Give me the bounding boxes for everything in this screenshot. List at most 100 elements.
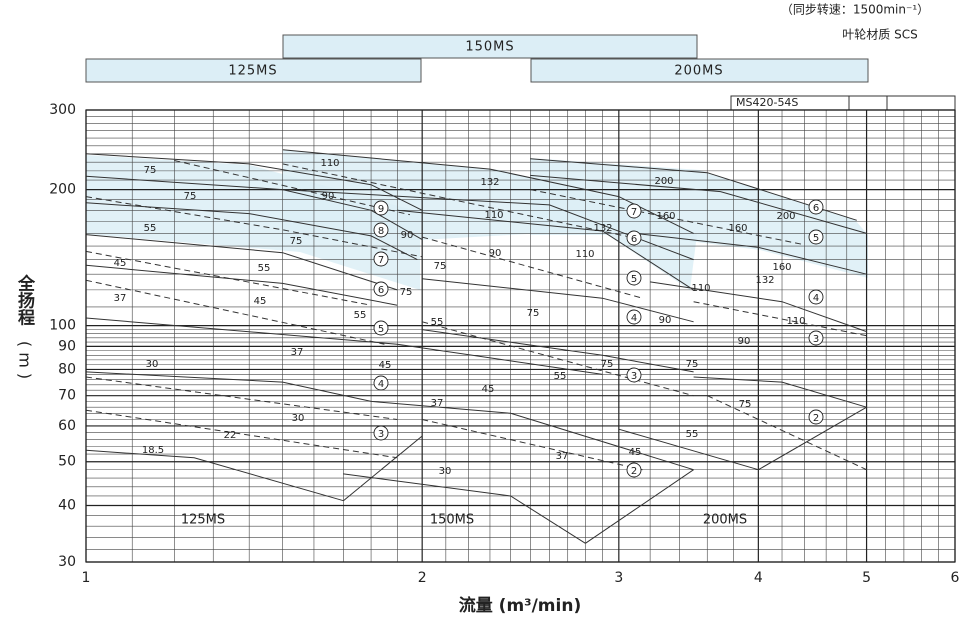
group-label: 150MS xyxy=(430,513,474,528)
power-label: 75 xyxy=(601,359,614,370)
head-curve xyxy=(282,189,694,261)
stage-circle xyxy=(626,230,642,246)
power-label: 45 xyxy=(379,360,392,371)
power-label: 110 xyxy=(575,249,594,260)
head-curve xyxy=(85,279,385,345)
head-curve xyxy=(85,250,372,306)
power-label: 75 xyxy=(144,165,157,176)
stage-circle xyxy=(626,462,642,478)
power-label: 18.5 xyxy=(142,445,164,456)
stage-circle xyxy=(626,203,642,219)
power-label: 55 xyxy=(144,223,157,234)
power-label: 30 xyxy=(439,466,452,477)
curves xyxy=(85,149,867,544)
head-curve xyxy=(371,400,694,471)
head-curve xyxy=(530,158,857,221)
head-curve xyxy=(85,196,423,258)
stage-circle xyxy=(808,330,824,346)
power-label: 200 xyxy=(654,176,673,187)
stage-circle xyxy=(373,251,389,267)
head-curve xyxy=(85,153,423,211)
power-label: 110 xyxy=(484,210,503,221)
head-curve xyxy=(85,175,423,241)
stage-label: 6 xyxy=(631,234,637,245)
plot-frame xyxy=(85,109,956,563)
power-label: 110 xyxy=(320,158,339,169)
y-tick-label: 30 xyxy=(58,554,76,570)
head-curve xyxy=(585,469,694,544)
head-curve xyxy=(650,281,867,333)
highlight-band xyxy=(86,155,420,290)
power-label: 160 xyxy=(728,223,747,234)
highlight-band xyxy=(530,158,868,278)
head-curve xyxy=(174,160,411,216)
power-label: 90 xyxy=(489,248,502,259)
stage-circle xyxy=(808,229,824,245)
stage-label: 7 xyxy=(631,207,637,218)
power-label: 90 xyxy=(322,191,335,202)
power-label: 90 xyxy=(659,315,672,326)
stage-label: 5 xyxy=(631,274,637,285)
y-tick-label: 300 xyxy=(49,102,76,118)
power-label: 90 xyxy=(401,230,414,241)
head-curve xyxy=(85,264,398,306)
power-label: 75 xyxy=(739,399,752,410)
x-tick-label: 1 xyxy=(82,570,91,586)
head-curve xyxy=(85,449,344,502)
model-bar-label: 200MS xyxy=(674,64,723,79)
y-tick-label: 50 xyxy=(58,454,76,470)
head-curve xyxy=(422,321,694,397)
power-label: 55 xyxy=(354,310,367,321)
y-axis-unit: ( m ) xyxy=(16,341,35,379)
model-bar-label: 125MS xyxy=(228,64,277,79)
power-label: 132 xyxy=(480,177,499,188)
stage-label: 3 xyxy=(378,429,384,440)
power-label: 45 xyxy=(629,447,642,458)
head-curve xyxy=(343,473,586,544)
model-bar xyxy=(282,34,698,59)
power-label: 160 xyxy=(656,211,675,222)
power-label: 55 xyxy=(686,429,699,440)
stage-label: 6 xyxy=(378,285,384,296)
head-curve xyxy=(422,236,643,299)
x-axis-label: 流量 (m³/min) xyxy=(459,595,581,616)
power-label: 200 xyxy=(776,211,795,222)
stage-circle xyxy=(808,199,824,215)
power-label: 55 xyxy=(431,317,444,328)
model-bar-label: 150MS xyxy=(465,40,514,55)
y-tick-label: 200 xyxy=(49,182,76,198)
stage-circle xyxy=(373,222,389,238)
head-curve xyxy=(85,234,398,291)
power-label: 160 xyxy=(772,262,791,273)
group-label: 200MS xyxy=(703,513,747,528)
stage-label: 3 xyxy=(813,334,819,345)
power-label: 30 xyxy=(146,359,159,370)
stage-label: 7 xyxy=(378,255,384,266)
speed-note: （同步转速：1500min⁻¹） xyxy=(781,2,929,17)
head-curve xyxy=(282,163,643,241)
material-note: 叶轮材质 SCS xyxy=(842,28,917,42)
power-label: 37 xyxy=(291,347,304,358)
x-tick-label: 6 xyxy=(951,570,960,586)
stage-circle xyxy=(626,367,642,383)
stage-label: 9 xyxy=(378,204,384,215)
power-label: 22 xyxy=(224,430,237,441)
power-label: 110 xyxy=(786,316,805,327)
head-curve xyxy=(422,278,694,323)
power-label: 45 xyxy=(254,296,267,307)
head-curve xyxy=(422,419,643,471)
head-curve xyxy=(530,189,805,246)
head-curve xyxy=(85,202,418,261)
x-tick-label: 2 xyxy=(418,570,427,586)
stage-circle xyxy=(626,270,642,286)
stage-label: 4 xyxy=(378,379,384,390)
head-curve xyxy=(85,409,398,459)
stage-label: 4 xyxy=(813,293,819,304)
power-label: 132 xyxy=(755,275,774,286)
power-label: 37 xyxy=(556,451,569,462)
power-label: 45 xyxy=(482,384,495,395)
head-curve xyxy=(85,376,398,420)
power-label: 37 xyxy=(431,398,444,409)
group-label: 125MS xyxy=(181,513,225,528)
stage-circle xyxy=(373,425,389,441)
